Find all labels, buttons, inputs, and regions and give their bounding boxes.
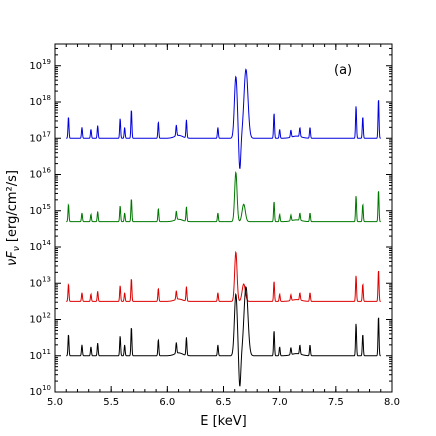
ticks-layer: 5.0 5.5 6.0 6.5 7.0 7.5 8.0 1010 1011 1012 1013 101… [29,44,400,408]
y-tick-label: 1019 [29,58,51,72]
panel-label: (a) [334,63,352,78]
x-axis-label: E [keV] [200,414,246,429]
y-tick-label: 1016 [29,167,51,181]
y-tick-label: 1010 [29,384,51,398]
y-axis-label: νFν [erg/cm²/s] [5,170,22,266]
series-line [66,285,381,387]
x-tick-label: 7.5 [328,397,344,408]
y-axis-label-unit: [erg/cm²/s] [5,170,20,246]
series-layer [66,68,381,387]
series-line [66,68,381,169]
y-axis-label-main: νF [5,251,20,266]
y-tick-label: 1017 [29,130,51,144]
y-axis-label-sub: ν [12,246,22,251]
x-tick-label: 6.5 [216,397,232,408]
series-line [66,171,381,223]
y-tick-label: 1012 [29,312,51,326]
series-line [66,250,381,302]
plot-frame [54,43,393,393]
x-tick-label: 5.5 [103,397,119,408]
x-tick-label: 6.0 [159,397,175,408]
y-tick-label: 1014 [29,239,51,253]
y-tick-label: 1015 [29,203,51,217]
x-tick-label: 8.0 [384,397,400,408]
y-tick-label: 1018 [29,94,51,108]
x-tick-label: 5.0 [47,397,63,408]
x-tick-label: 7.0 [272,397,288,408]
y-tick-label: 1011 [29,348,51,362]
y-tick-label: 1013 [29,275,51,289]
